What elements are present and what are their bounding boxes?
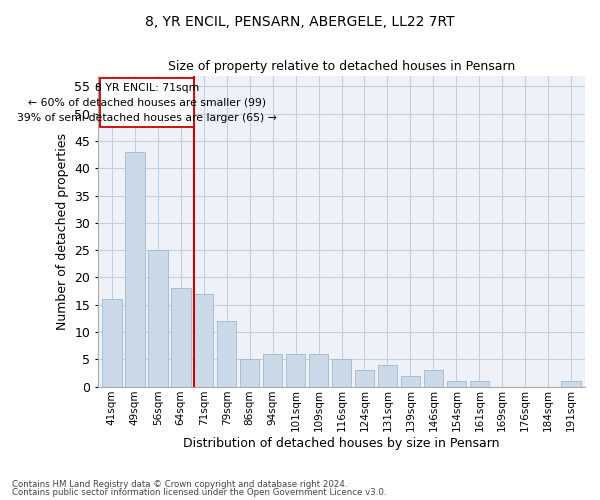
FancyBboxPatch shape <box>100 78 194 128</box>
Bar <box>240 360 259 386</box>
Bar <box>562 381 581 386</box>
Bar <box>194 294 214 386</box>
X-axis label: Distribution of detached houses by size in Pensarn: Distribution of detached houses by size … <box>183 437 500 450</box>
Text: 8, YR ENCIL, PENSARN, ABERGELE, LL22 7RT: 8, YR ENCIL, PENSARN, ABERGELE, LL22 7RT <box>145 15 455 29</box>
Y-axis label: Number of detached properties: Number of detached properties <box>56 132 69 330</box>
Bar <box>378 364 397 386</box>
Title: Size of property relative to detached houses in Pensarn: Size of property relative to detached ho… <box>168 60 515 73</box>
Bar <box>470 381 489 386</box>
Text: 8 YR ENCIL: 71sqm: 8 YR ENCIL: 71sqm <box>95 83 199 93</box>
Bar <box>355 370 374 386</box>
Bar <box>148 250 167 386</box>
Bar <box>401 376 420 386</box>
Bar <box>171 288 191 386</box>
Text: 39% of semi-detached houses are larger (65) →: 39% of semi-detached houses are larger (… <box>17 112 277 122</box>
Bar <box>424 370 443 386</box>
Text: Contains public sector information licensed under the Open Government Licence v3: Contains public sector information licen… <box>12 488 386 497</box>
Bar <box>217 321 236 386</box>
Bar <box>263 354 283 386</box>
Bar <box>309 354 328 386</box>
Bar <box>286 354 305 386</box>
Bar <box>125 152 145 386</box>
Text: ← 60% of detached houses are smaller (99): ← 60% of detached houses are smaller (99… <box>28 98 266 108</box>
Bar <box>102 299 122 386</box>
Text: Contains HM Land Registry data © Crown copyright and database right 2024.: Contains HM Land Registry data © Crown c… <box>12 480 347 489</box>
Bar <box>332 360 351 386</box>
Bar <box>446 381 466 386</box>
